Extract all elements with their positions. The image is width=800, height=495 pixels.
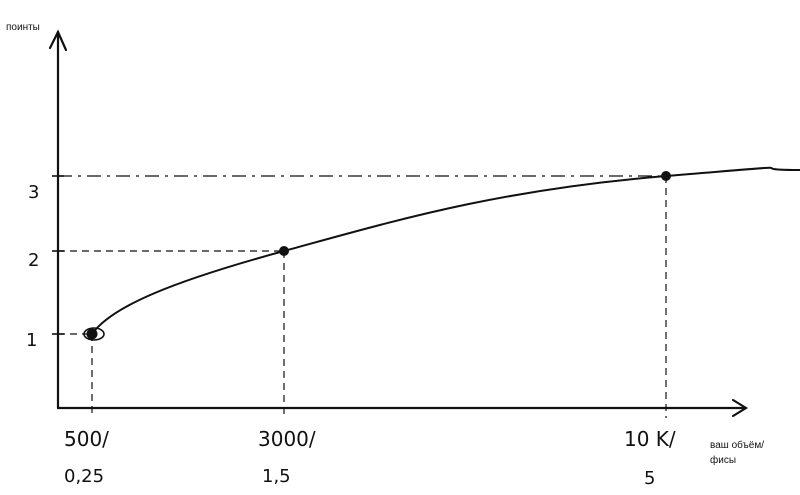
x-axis-label-line-2: фисы — [710, 454, 736, 466]
x-axis-arrow — [731, 398, 749, 418]
y-axis-arrow — [48, 29, 68, 52]
y-tick-label: 3 — [28, 182, 39, 203]
guide-lines — [52, 175, 667, 418]
data-points — [83, 171, 671, 341]
axes — [48, 29, 749, 418]
x-tick-label: 3000/ — [258, 427, 316, 451]
data-point — [661, 171, 671, 181]
x-tick-label: 10 K/ — [624, 427, 676, 451]
x-tick-label: 0,25 — [64, 466, 104, 487]
point-highlight-scribble — [83, 327, 105, 341]
x-axis-label-line-1: ваш объём/ — [710, 439, 764, 451]
y-tick-label: 1 — [26, 330, 37, 351]
x-tick-label: 1,5 — [262, 466, 291, 487]
data-point — [86, 328, 98, 340]
x-tick-label: 5 — [644, 468, 655, 489]
x-tick-label: 500/ — [64, 427, 109, 451]
y-axis-label: поинты — [6, 22, 40, 33]
series-line — [91, 166, 800, 335]
data-point — [279, 246, 289, 256]
y-tick-label: 2 — [28, 250, 39, 271]
